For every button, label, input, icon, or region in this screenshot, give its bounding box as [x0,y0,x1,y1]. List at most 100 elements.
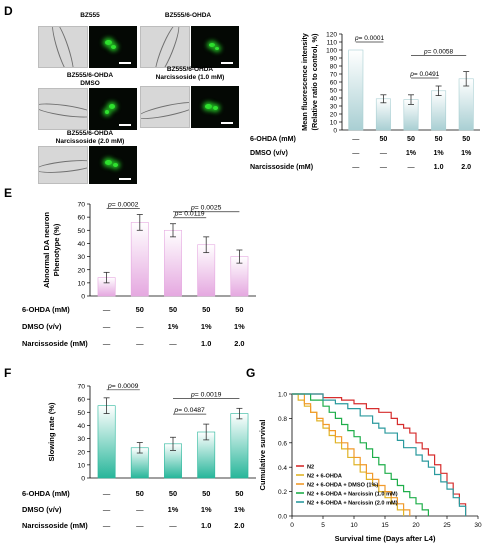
micrograph-caption: BZ555 [80,12,100,19]
condition-label: Narcissoside (mM) [22,339,88,348]
y-tick-label: 50 [77,228,85,235]
x-tick-label: 5 [321,522,325,529]
condition-value: 50 [235,305,243,314]
bar [230,413,249,479]
condition-value: 1.0 [201,521,211,530]
y-tick-label: 30 [77,436,85,443]
condition-label: 6-OHDA (mM) [22,489,70,498]
condition-value: 50 [136,305,144,314]
y-tick-label: 40 [77,241,85,248]
condition-value: — [169,339,177,348]
condition-value: — [352,149,360,157]
fluorescence-image [191,86,239,128]
legend-label: N2 [307,465,314,471]
condition-value: 2.0 [234,521,244,530]
condition-value: 50 [136,489,144,498]
y-tick-label: 30 [77,254,85,261]
condition-value: — [169,521,177,530]
brightfield-image [140,26,190,68]
bar [348,49,364,131]
y-tick-label: 20 [77,267,85,274]
brightfield-image [140,86,190,128]
y-tick-label: 0 [81,476,85,483]
condition-value: 1% [201,505,212,514]
condition-value: — [103,322,111,331]
condition-value: 50 [202,305,210,314]
fluorescence-image [89,88,137,130]
survival-curve [292,393,467,516]
micrograph-caption: BZ555/6-OHDA DMSO [66,72,114,87]
bar [97,405,116,479]
condition-value: — [380,163,388,171]
micrograph-caption: BZ555/6-OHDA Narcissoside (1.0 mM) [155,66,225,81]
fluorescence-image [191,26,239,68]
p-value-label: p= 0.0002 [107,202,139,209]
condition-value: — [352,135,360,143]
y-tick-label: 20 [77,449,85,456]
bar [164,229,182,297]
condition-label: DMSO (v/v) [250,149,288,157]
y-tick-label: 40 [77,423,85,430]
y-tick-label: 0.0 [278,514,287,521]
p-value-label: p= 0.0025 [190,205,222,212]
condition-value: — [136,322,144,331]
condition-value: 1% [406,149,417,157]
brightfield-image [38,26,88,68]
y-tick-label: 80 [330,64,338,71]
p-value-label: p= 0.0009 [107,383,139,390]
condition-value: — [136,521,144,530]
condition-value: 1% [168,505,179,514]
y-tick-label: 0 [333,128,337,135]
condition-value: 1% [201,322,212,331]
condition-label: Narcissoside (mM) [22,521,88,530]
y-axis-label: Slowing rate (%) [47,402,56,462]
condition-value: — [103,489,111,498]
condition-value: 50 [379,135,387,143]
y-tick-label: 0.8 [278,416,287,423]
y-tick-label: 60 [77,215,85,222]
condition-value: 50 [169,305,177,314]
condition-value: 50 [435,135,443,143]
y-axis-label: Mean fluorescence intensity(Relative rat… [300,32,319,131]
legend-label: N2 + 6-OHDA + Narcissin (1.0 mM) [307,492,398,498]
survival-curve [292,393,429,516]
p-value-label: p= 0.0019 [190,391,222,398]
condition-value: 1% [168,322,179,331]
x-axis-label: Survival time (Days after L4) [335,534,436,543]
y-tick-label: 50 [330,88,338,95]
condition-label: 6-OHDA (mM) [250,135,296,143]
bar [375,98,391,131]
condition-value: — [407,163,415,171]
condition-value: 1% [234,322,245,331]
survival-curve [292,393,467,516]
condition-value: 50 [169,489,177,498]
y-tick-label: 30 [330,104,338,111]
y-axis-label: Cumulative survival [258,420,267,491]
condition-value: 50 [462,135,470,143]
y-tick-label: 60 [330,80,338,87]
y-tick-label: 70 [330,72,338,79]
y-tick-label: 60 [77,397,85,404]
p-value-label: p= 0.0058 [423,49,453,56]
survival-curve [292,393,411,516]
chart-panel-f: 0 10 20 30 40 50 60 70 Slowing rate (%) p= 0.0009… [22,383,256,530]
condition-value: — [136,505,144,514]
panel-letter-g: G [246,366,256,380]
micrograph-caption: BZ555/6-OHDA Narcissoside (2.0 mM) [55,130,125,145]
y-tick-label: 40 [330,96,338,103]
condition-value: — [136,339,144,348]
p-value-label: p= 0.0001 [354,35,384,42]
y-tick-label: 50 [77,410,85,417]
y-tick-label: 70 [77,202,85,209]
panel-letter-f: F [4,366,12,380]
condition-value: — [103,305,111,314]
condition-value: 50 [407,135,415,143]
y-tick-label: 100 [326,48,337,55]
bar [431,90,447,131]
x-tick-label: 0 [290,522,294,529]
y-tick-label: 20 [330,112,338,119]
y-tick-label: 0.2 [278,489,287,496]
condition-value: 1% [461,149,472,157]
condition-value: — [352,163,360,171]
